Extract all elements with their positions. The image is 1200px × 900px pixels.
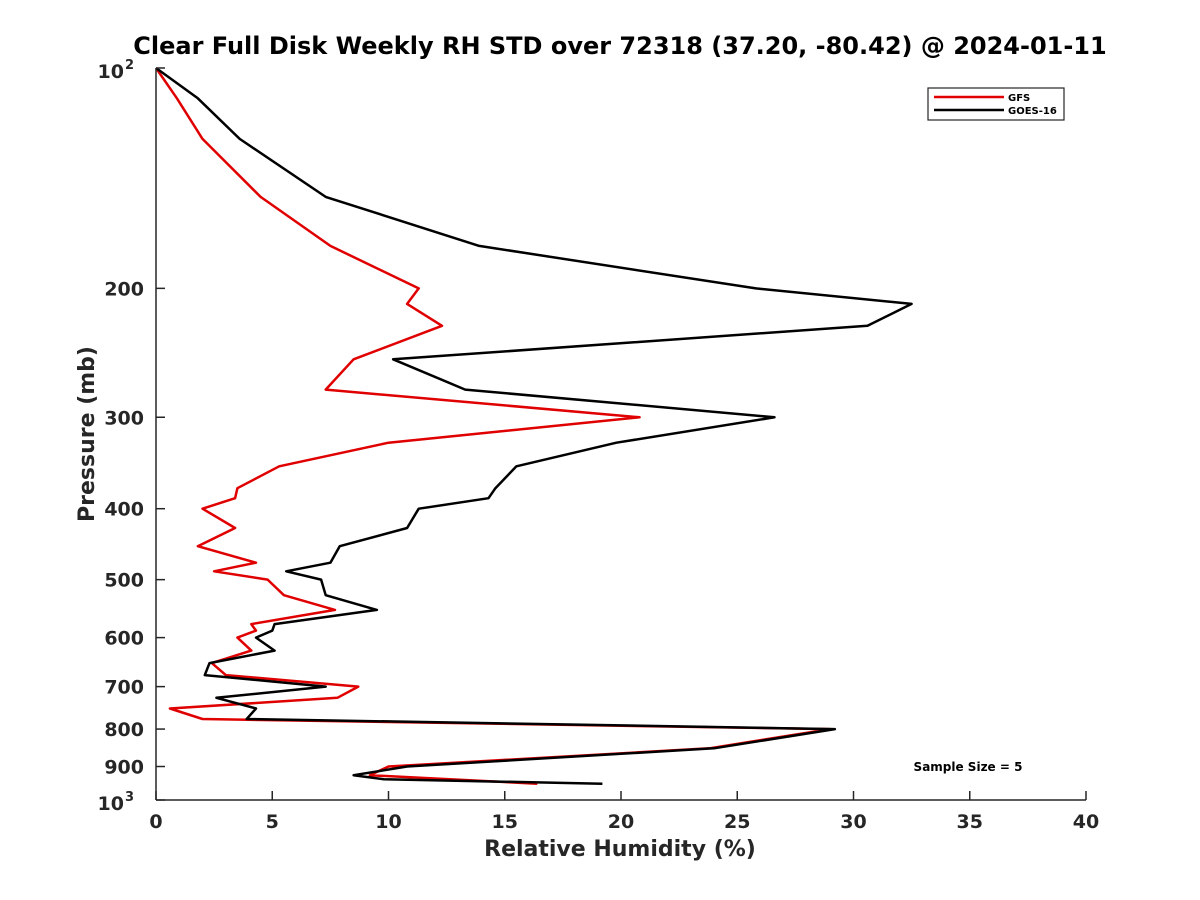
y-tick-label: 600 xyxy=(104,628,144,650)
x-tick-label: 30 xyxy=(840,811,866,833)
x-ticks: 0 5 10 15 20 25 30 35 40 xyxy=(149,791,1099,833)
series-line-gfs xyxy=(154,67,832,785)
chart-title: Clear Full Disk Weekly RH STD over 72318… xyxy=(133,32,1106,60)
legend: GFS GOES-16 xyxy=(927,87,1065,121)
y-tick-label: 200 xyxy=(104,278,144,300)
y-tick-label: 500 xyxy=(104,570,144,592)
y-tick-exponent: 3 xyxy=(125,790,134,805)
legend-label-gfs: GFS xyxy=(1008,93,1030,104)
x-tick-label: 40 xyxy=(1073,811,1099,833)
x-axis-label: Relative Humidity (%) xyxy=(484,837,756,862)
legend-label-goes-16: GOES-16 xyxy=(1008,106,1057,117)
series-line-goes-16 xyxy=(155,66,913,785)
y-tick-label-power: 10 3 xyxy=(98,790,135,815)
y-tick-label: 800 xyxy=(104,719,144,741)
y-tick-label: 300 xyxy=(104,407,144,429)
x-tick-label: 15 xyxy=(492,811,518,833)
sample-size-annotation: Sample Size = 5 xyxy=(914,760,1023,774)
x-tick-label: 25 xyxy=(724,811,750,833)
y-tick-label: 400 xyxy=(104,499,144,521)
x-tick-label: 5 xyxy=(266,811,279,833)
y-tick-label-power: 10 2 xyxy=(98,58,135,83)
y-tick-base: 10 xyxy=(98,61,124,83)
x-tick-label: 0 xyxy=(149,811,162,833)
y-tick-base: 10 xyxy=(98,793,124,815)
y-axis-label: Pressure (mb) xyxy=(75,346,100,522)
y-tick-exponent: 2 xyxy=(125,58,134,73)
x-tick-label: 20 xyxy=(608,811,634,833)
y-tick-label: 700 xyxy=(104,677,144,699)
y-tick-label: 900 xyxy=(104,757,144,779)
legend-box xyxy=(927,87,1065,121)
x-tick-label: 10 xyxy=(375,811,401,833)
series-layer xyxy=(154,66,913,785)
x-tick-label: 35 xyxy=(957,811,983,833)
